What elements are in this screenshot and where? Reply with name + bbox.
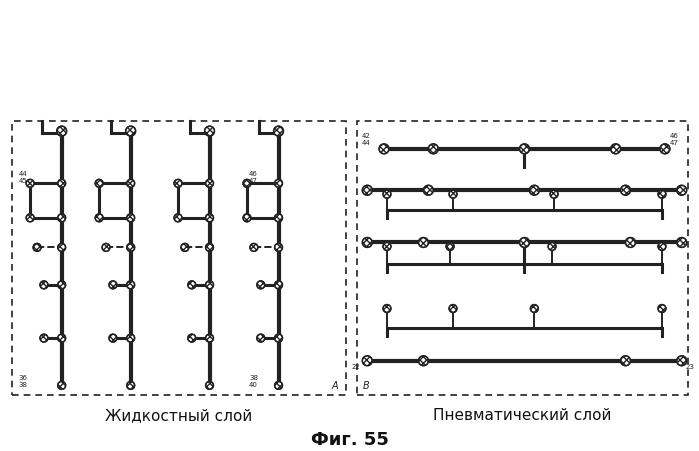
Circle shape (275, 180, 282, 188)
Circle shape (621, 186, 630, 196)
Circle shape (174, 214, 182, 222)
Circle shape (243, 180, 251, 188)
Circle shape (362, 356, 372, 366)
Circle shape (58, 334, 66, 342)
Circle shape (109, 281, 117, 289)
Circle shape (33, 244, 41, 252)
Circle shape (383, 243, 391, 251)
Circle shape (58, 214, 66, 222)
Circle shape (446, 243, 454, 251)
Text: 23: 23 (686, 363, 695, 369)
Circle shape (109, 334, 117, 342)
Circle shape (40, 281, 48, 289)
Circle shape (257, 334, 265, 342)
Circle shape (275, 382, 282, 390)
Circle shape (58, 281, 66, 289)
Text: A: A (331, 381, 338, 391)
Bar (13, 122, 345, 396)
Circle shape (419, 238, 428, 248)
Circle shape (127, 214, 135, 222)
Circle shape (206, 180, 213, 188)
Text: 22: 22 (352, 363, 360, 369)
Circle shape (519, 145, 529, 154)
Circle shape (658, 191, 666, 199)
Circle shape (58, 180, 66, 188)
Circle shape (660, 145, 670, 154)
Text: Фиг. 55: Фиг. 55 (310, 430, 389, 448)
Circle shape (383, 305, 391, 313)
Circle shape (449, 191, 457, 199)
Circle shape (188, 281, 196, 289)
Circle shape (206, 334, 213, 342)
Circle shape (127, 334, 135, 342)
Circle shape (275, 214, 282, 222)
Circle shape (677, 186, 686, 196)
Circle shape (57, 127, 66, 137)
Circle shape (611, 145, 621, 154)
Circle shape (449, 305, 457, 313)
Circle shape (127, 180, 135, 188)
Text: 46
47: 46 47 (249, 170, 258, 184)
Circle shape (95, 180, 103, 188)
Text: 44
45: 44 45 (18, 170, 27, 184)
Circle shape (205, 127, 215, 137)
Circle shape (677, 356, 686, 366)
Circle shape (275, 334, 282, 342)
Circle shape (58, 382, 66, 390)
Circle shape (428, 145, 438, 154)
Circle shape (250, 244, 258, 252)
Circle shape (174, 180, 182, 188)
Circle shape (181, 244, 189, 252)
Circle shape (126, 127, 136, 137)
Circle shape (626, 238, 635, 248)
Circle shape (548, 243, 556, 251)
Bar (357, 122, 688, 396)
Circle shape (243, 214, 251, 222)
Text: 36
38: 36 38 (18, 374, 27, 387)
Circle shape (362, 238, 372, 248)
Circle shape (127, 281, 135, 289)
Circle shape (26, 180, 34, 188)
Circle shape (58, 244, 66, 252)
Circle shape (379, 145, 389, 154)
Circle shape (40, 334, 48, 342)
Text: 38
40: 38 40 (249, 374, 258, 387)
Circle shape (383, 191, 391, 199)
Circle shape (658, 305, 666, 313)
Circle shape (658, 243, 666, 251)
Circle shape (206, 281, 213, 289)
Circle shape (550, 191, 558, 199)
Circle shape (419, 356, 428, 366)
Circle shape (206, 244, 213, 252)
Circle shape (677, 238, 686, 248)
Circle shape (257, 281, 265, 289)
Text: 42
44: 42 44 (361, 133, 370, 146)
Circle shape (188, 334, 196, 342)
Text: B: B (362, 381, 369, 391)
Circle shape (127, 244, 135, 252)
Circle shape (102, 244, 110, 252)
Circle shape (519, 238, 529, 248)
Circle shape (127, 382, 135, 390)
Circle shape (26, 214, 34, 222)
Circle shape (206, 214, 213, 222)
Circle shape (362, 186, 372, 196)
Circle shape (424, 186, 433, 196)
Circle shape (95, 214, 103, 222)
Text: Жидкостный слой: Жидкостный слой (106, 407, 252, 422)
Circle shape (621, 356, 630, 366)
Circle shape (275, 244, 282, 252)
Circle shape (206, 382, 213, 390)
Text: Пневматический слой: Пневматический слой (433, 407, 611, 422)
Circle shape (273, 127, 284, 137)
Text: 46
47: 46 47 (670, 133, 679, 146)
Circle shape (275, 281, 282, 289)
Circle shape (529, 186, 539, 196)
Circle shape (531, 305, 538, 313)
